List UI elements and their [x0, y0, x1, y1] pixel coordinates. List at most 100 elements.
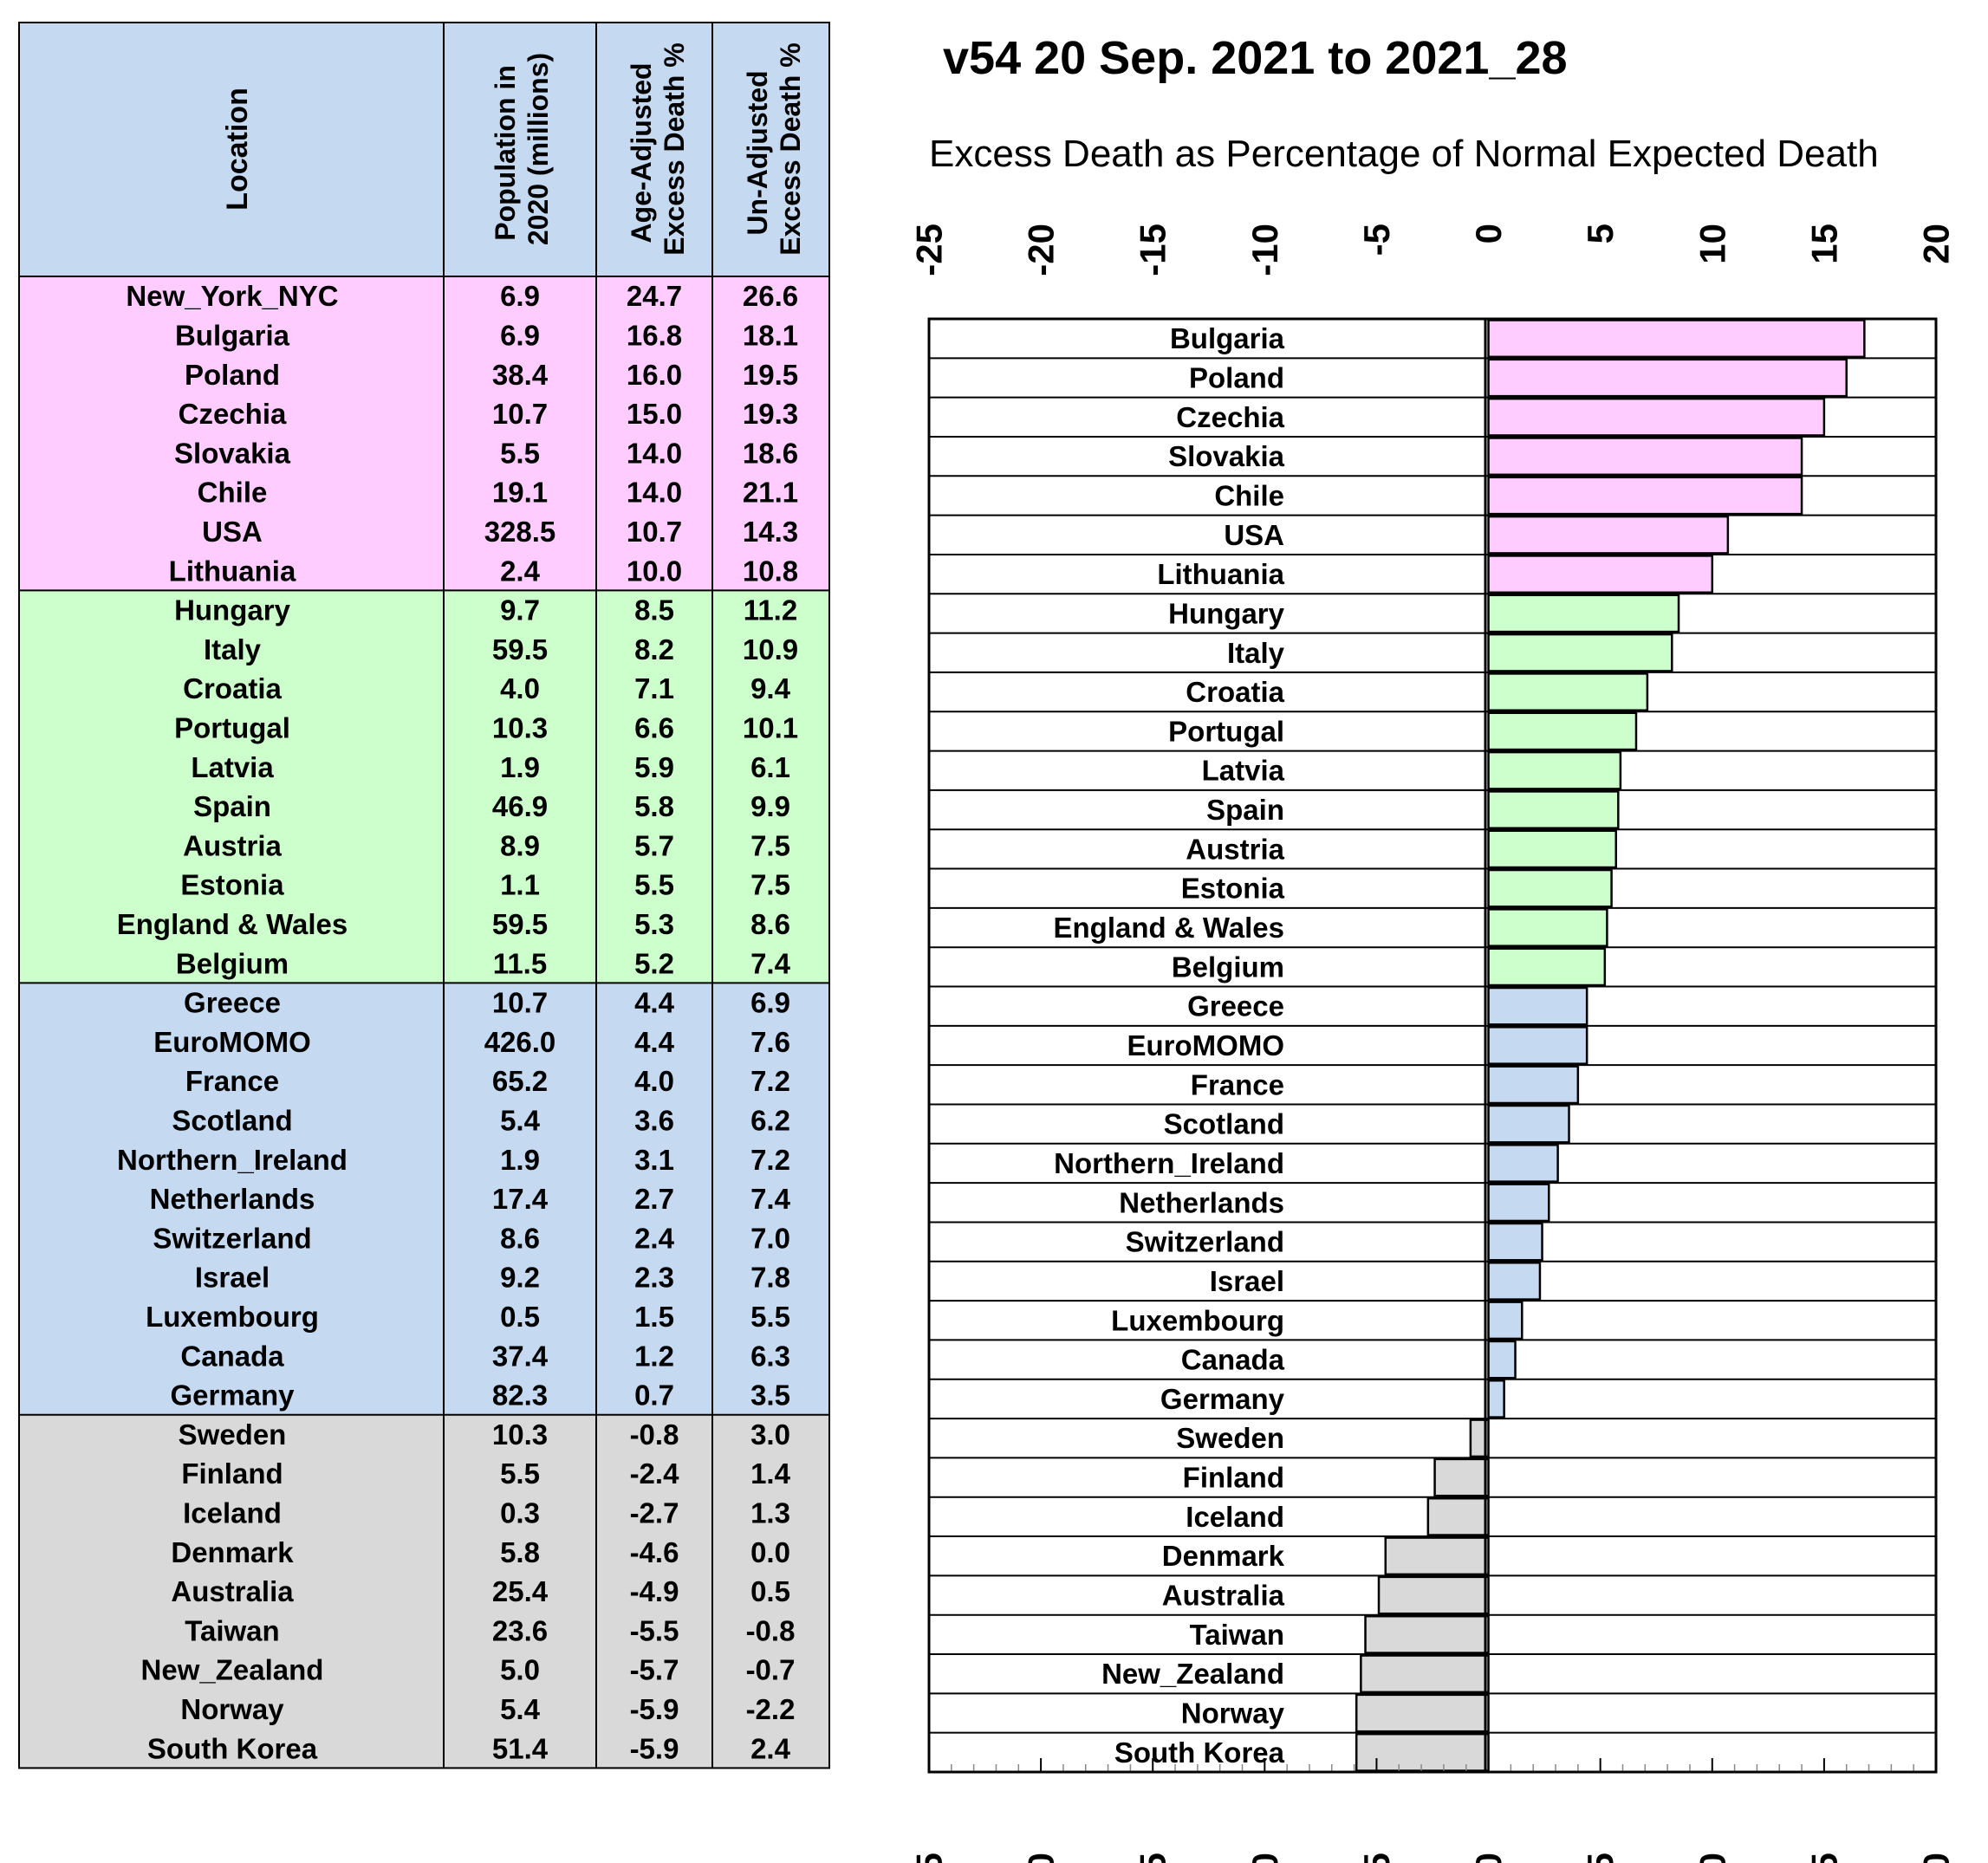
cell-location: Chile	[198, 477, 268, 509]
bar	[1487, 1104, 1570, 1144]
bar	[1487, 829, 1617, 869]
cell-population: 82.3	[492, 1379, 548, 1412]
table-group-4	[19, 1414, 829, 1769]
header-unadjusted: Un-Adjusted Excess Death %	[742, 42, 806, 255]
cell-location: Greece	[184, 987, 281, 1019]
top-tick-label: 15	[1803, 224, 1844, 264]
header-population-line1: Population in	[490, 65, 521, 241]
cell-age-adjusted: 6.6	[634, 711, 674, 743]
bottom-tick-label: 5	[1580, 1853, 1621, 1863]
bar	[1360, 1654, 1490, 1694]
svg-text:Age-Adjusted Excess De: Age-Adjusted Excess Death %	[626, 42, 690, 255]
cell-population: 19.1	[492, 477, 548, 509]
bar	[1487, 672, 1649, 711]
header-location-label: Location	[221, 88, 254, 211]
cell-population: 2.4	[500, 555, 541, 587]
category-label: EuroMOMO	[1127, 1029, 1284, 1061]
cell-age-adjusted: 24.7	[627, 280, 682, 312]
cell-location: Switzerland	[153, 1222, 311, 1254]
bottom-tick-label: 20	[1916, 1853, 1957, 1863]
bar	[1487, 1301, 1523, 1340]
category-label: USA	[1224, 519, 1284, 551]
category-label: Taiwan	[1190, 1619, 1284, 1651]
cell-population: 37.4	[492, 1340, 549, 1372]
table-border	[18, 22, 830, 1769]
bar	[1487, 476, 1803, 516]
cell-age-adjusted: 5.3	[634, 908, 674, 940]
cell-unadjusted: 6.2	[750, 1104, 790, 1136]
cell-unadjusted: 7.5	[750, 869, 790, 901]
bottom-tick-label: -15	[1133, 1853, 1173, 1863]
category-label: Germany	[1160, 1383, 1285, 1415]
cell-location: Austria	[183, 829, 282, 861]
cell-unadjusted: 7.2	[750, 1144, 790, 1176]
bar	[1433, 1457, 1490, 1497]
bar	[1487, 1065, 1580, 1105]
table-body: New_York_NYC 6.9 24.7 26.6 Bulgaria 6.9 16.8 18…	[18, 22, 830, 1769]
cell-unadjusted: 18.6	[743, 437, 798, 469]
cell-location: Israel	[195, 1262, 270, 1294]
cell-unadjusted: 21.1	[743, 477, 798, 509]
category-label: Latvia	[1202, 755, 1285, 787]
category-label: Finland	[1183, 1462, 1284, 1494]
bar	[1487, 711, 1638, 751]
bar	[1487, 1340, 1517, 1379]
cell-unadjusted: -2.2	[746, 1693, 796, 1725]
cell-unadjusted: 0.5	[750, 1575, 790, 1607]
cell-unadjusted: 0.0	[750, 1536, 790, 1568]
category-label: Chile	[1214, 479, 1284, 511]
cell-location: Croatia	[183, 672, 282, 704]
cell-population: 9.7	[500, 594, 540, 626]
cell-unadjusted: 26.6	[743, 280, 798, 312]
cell-age-adjusted: -2.4	[630, 1457, 680, 1490]
cell-location: New_York_NYC	[126, 280, 338, 312]
cell-age-adjusted: 14.0	[627, 477, 682, 509]
chart-title: v54 20 Sep. 2021 to 2021_28	[943, 32, 1568, 84]
top-tick-label: -5	[1356, 224, 1397, 256]
top-tick-label: 0	[1468, 224, 1509, 243]
header-unadjusted-line2: Excess Death %	[775, 42, 806, 255]
cell-population: 5.8	[500, 1536, 540, 1568]
cell-age-adjusted: 5.8	[634, 790, 674, 822]
cell-unadjusted: 7.6	[750, 1026, 790, 1058]
cell-population: 11.5	[493, 947, 547, 979]
cell-unadjusted: 7.4	[750, 947, 791, 979]
cell-location: Belgium	[176, 947, 289, 979]
bar	[1487, 633, 1673, 672]
chart-subtitle: Excess Death as Percentage of Normal Exp…	[929, 133, 1879, 175]
category-label: Croatia	[1186, 676, 1284, 708]
cell-population: 1.9	[500, 751, 540, 783]
bar	[1487, 790, 1620, 829]
cell-age-adjusted: 8.2	[634, 633, 674, 665]
cell-age-adjusted: 2.7	[634, 1183, 674, 1215]
bar	[1487, 868, 1613, 908]
cell-population: 8.6	[500, 1222, 540, 1254]
cell-population: 10.3	[492, 1418, 548, 1451]
category-label: Italy	[1227, 637, 1285, 669]
cell-population: 5.4	[500, 1104, 541, 1136]
category-label: Norway	[1181, 1697, 1285, 1730]
cell-age-adjusted: -4.6	[630, 1536, 679, 1568]
cell-age-adjusted: 1.2	[634, 1340, 674, 1372]
cell-population: 4.0	[500, 672, 540, 704]
svg-text:Population in 2020 (mi: Population in 2020 (millions)	[490, 53, 554, 245]
cell-location: Bulgaria	[175, 319, 290, 351]
category-label: Bulgaria	[1170, 322, 1285, 354]
cell-age-adjusted: -0.8	[630, 1418, 679, 1451]
top-tick-label: -15	[1133, 224, 1173, 276]
cell-age-adjusted: -5.7	[630, 1654, 679, 1686]
cell-age-adjusted: 10.0	[627, 555, 682, 587]
bar	[1355, 1732, 1490, 1772]
top-tick-label: -10	[1244, 224, 1285, 276]
bar	[1487, 437, 1803, 477]
category-label: Australia	[1162, 1580, 1285, 1612]
cell-population: 1.9	[500, 1144, 540, 1176]
cell-unadjusted: 7.4	[750, 1183, 791, 1215]
cell-age-adjusted: 7.1	[634, 672, 674, 704]
cell-unadjusted: -0.8	[746, 1614, 796, 1646]
bar-chart: v54 20 Sep. 2021 to 2021_28 Excess Death…	[909, 32, 1957, 1863]
cell-location: Canada	[180, 1340, 284, 1372]
cell-location: Hungary	[174, 594, 291, 626]
category-label: Denmark	[1162, 1540, 1285, 1572]
cell-location: Norway	[180, 1693, 284, 1725]
